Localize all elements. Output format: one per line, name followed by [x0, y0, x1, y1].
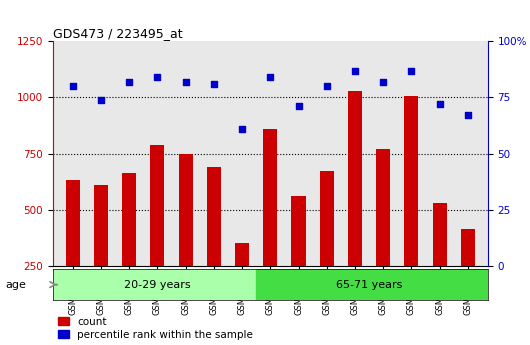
Point — [407, 68, 416, 73]
Bar — [256, 269, 488, 300]
Bar — [151, 145, 164, 266]
Bar — [66, 180, 80, 266]
Bar — [432, 203, 447, 266]
Point — [266, 75, 275, 80]
Bar — [461, 229, 475, 266]
Text: GDS473 / 223495_at: GDS473 / 223495_at — [53, 27, 183, 40]
Bar — [320, 171, 334, 266]
Point — [379, 79, 387, 85]
Text: age: age — [5, 280, 26, 289]
Text: 65-71 years: 65-71 years — [336, 280, 402, 289]
Bar — [348, 91, 362, 266]
Point — [153, 75, 162, 80]
Point — [322, 83, 331, 89]
Text: 20-29 years: 20-29 years — [124, 280, 191, 289]
Point — [351, 68, 359, 73]
Point — [435, 101, 444, 107]
Bar — [179, 154, 193, 266]
Point — [238, 126, 246, 131]
Point — [125, 79, 134, 85]
Bar — [263, 129, 277, 266]
Point — [294, 104, 303, 109]
Point — [464, 112, 472, 118]
Bar — [207, 167, 221, 266]
Bar — [53, 269, 256, 300]
Bar — [122, 172, 136, 266]
Bar — [376, 149, 390, 266]
Point — [181, 79, 190, 85]
Point — [68, 83, 77, 89]
Point — [97, 97, 105, 102]
Legend: count, percentile rank within the sample: count, percentile rank within the sample — [58, 317, 253, 340]
Bar — [235, 243, 249, 266]
Bar — [94, 185, 108, 266]
Point — [210, 81, 218, 87]
Bar — [292, 196, 306, 266]
Bar — [404, 96, 419, 266]
